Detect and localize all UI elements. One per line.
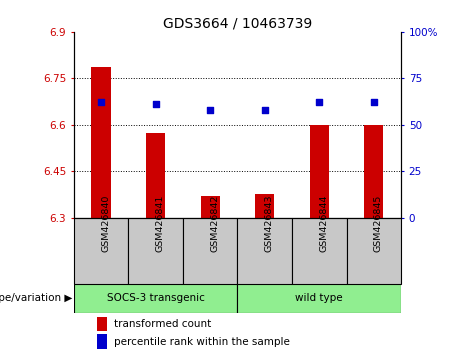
Bar bbox=[237, 218, 292, 284]
Bar bbox=[310, 125, 329, 218]
Bar bbox=[97, 334, 107, 349]
Point bbox=[152, 102, 160, 107]
Point bbox=[370, 100, 378, 105]
Text: GSM426842: GSM426842 bbox=[210, 194, 219, 252]
Bar bbox=[183, 218, 237, 284]
Title: GDS3664 / 10463739: GDS3664 / 10463739 bbox=[163, 17, 312, 31]
Bar bbox=[347, 218, 401, 284]
Bar bbox=[237, 284, 401, 313]
Text: GSM426841: GSM426841 bbox=[156, 194, 165, 252]
Bar bbox=[74, 284, 237, 313]
Bar bbox=[201, 196, 220, 218]
Bar bbox=[97, 316, 107, 331]
Point bbox=[261, 107, 268, 113]
Text: SOCS-3 transgenic: SOCS-3 transgenic bbox=[106, 293, 205, 303]
Text: GSM426843: GSM426843 bbox=[265, 194, 274, 252]
Point bbox=[315, 100, 323, 105]
Text: transformed count: transformed count bbox=[114, 319, 211, 329]
Text: percentile rank within the sample: percentile rank within the sample bbox=[114, 337, 290, 347]
Text: GSM426844: GSM426844 bbox=[319, 194, 328, 252]
Bar bbox=[364, 125, 384, 218]
Text: genotype/variation ▶: genotype/variation ▶ bbox=[0, 293, 73, 303]
Text: GSM426840: GSM426840 bbox=[101, 194, 110, 252]
Bar bbox=[146, 132, 165, 218]
Point bbox=[97, 100, 105, 105]
Bar bbox=[255, 194, 274, 218]
Point bbox=[207, 107, 214, 113]
Bar bbox=[128, 218, 183, 284]
Bar bbox=[91, 68, 111, 218]
Text: GSM426845: GSM426845 bbox=[374, 194, 383, 252]
Bar bbox=[292, 218, 347, 284]
Bar bbox=[74, 218, 128, 284]
Text: wild type: wild type bbox=[296, 293, 343, 303]
